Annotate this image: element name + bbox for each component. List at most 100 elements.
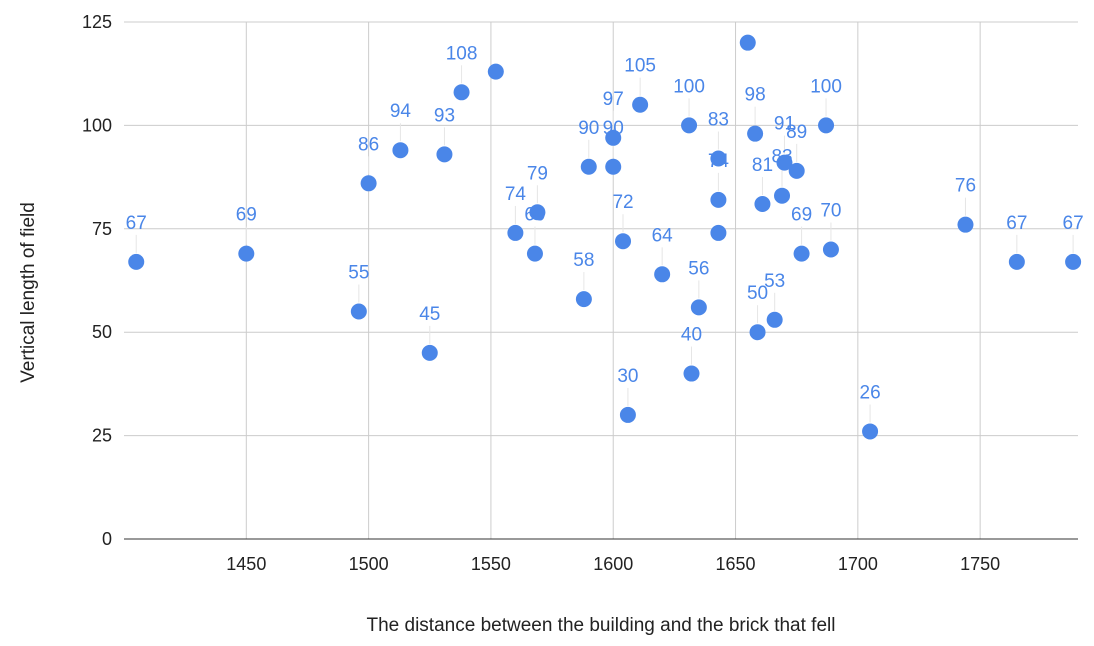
y-tick-label: 75 [92, 219, 112, 239]
data-label: 45 [419, 304, 440, 325]
data-label: 108 [446, 43, 478, 64]
data-label: 70 [820, 200, 841, 221]
x-tick-label: 1500 [349, 554, 389, 574]
data-point [1008, 253, 1025, 270]
data-point [619, 406, 636, 423]
data-label: 67 [1063, 213, 1084, 234]
data-label: 74 [505, 184, 527, 205]
data-point [788, 162, 805, 179]
data-point [683, 365, 700, 382]
data-label: 100 [810, 76, 842, 97]
data-label: 94 [390, 101, 412, 122]
data-point [529, 204, 546, 221]
data-label: 83 [708, 109, 729, 130]
y-tick-label: 50 [92, 322, 112, 342]
x-axis-title: The distance between the building and th… [367, 615, 836, 636]
data-label: 83 [771, 147, 792, 168]
data-label: 56 [688, 258, 709, 279]
data-point [238, 245, 255, 262]
data-point [507, 224, 524, 241]
data-point [575, 291, 592, 308]
x-tick-label: 1450 [226, 554, 266, 574]
data-point [632, 96, 649, 113]
x-tick-label: 1550 [471, 554, 511, 574]
x-tick-label: 1650 [716, 554, 756, 574]
data-point [747, 125, 764, 142]
data-point [654, 266, 671, 283]
y-tick-label: 25 [92, 426, 112, 446]
data-point [710, 150, 727, 167]
data-point [526, 245, 543, 262]
data-point [754, 195, 771, 212]
data-label: 67 [1006, 213, 1027, 234]
data-label: 53 [764, 271, 785, 292]
data-label: 30 [617, 366, 638, 387]
data-label: 89 [786, 122, 807, 143]
data-point [580, 158, 597, 175]
data-label: 90 [603, 118, 624, 139]
data-label: 98 [745, 85, 766, 106]
data-points [128, 34, 1082, 440]
label-leaders [135, 65, 1074, 423]
data-point [818, 117, 835, 134]
data-label: 86 [358, 134, 379, 155]
x-tick-label: 1600 [593, 554, 633, 574]
data-label: 72 [612, 192, 633, 213]
grid-lines [124, 21, 1078, 539]
data-point [766, 311, 783, 328]
data-label: 40 [681, 325, 702, 346]
data-label: 64 [652, 225, 674, 246]
data-point [690, 299, 707, 316]
data-point [360, 175, 377, 192]
data-point [128, 253, 145, 270]
data-point [862, 423, 879, 440]
data-point [774, 187, 791, 204]
data-label: 74 [708, 151, 730, 172]
data-label: 69 [524, 205, 545, 226]
data-label: 58 [573, 250, 594, 271]
data-point [793, 245, 810, 262]
data-label: 69 [236, 205, 257, 226]
data-point [421, 344, 438, 361]
data-point [453, 84, 470, 101]
y-axis-title: Vertical length of field [18, 202, 39, 383]
data-point [776, 154, 793, 171]
data-label: 26 [860, 382, 881, 403]
data-point [605, 158, 622, 175]
data-label: 69 [791, 205, 812, 226]
data-label: 79 [527, 163, 548, 184]
data-label: 76 [955, 176, 976, 197]
data-point [822, 241, 839, 258]
data-label: 67 [126, 213, 147, 234]
data-label: 105 [624, 56, 656, 77]
data-point [436, 146, 453, 163]
data-point [749, 324, 766, 341]
x-tick-label: 1750 [960, 554, 1000, 574]
data-label: 90 [578, 118, 599, 139]
data-point [681, 117, 698, 134]
y-tick-label: 100 [82, 115, 112, 135]
x-tick-label: 1700 [838, 554, 878, 574]
data-label: 97 [603, 89, 624, 110]
data-label: 55 [348, 263, 369, 284]
data-point [350, 303, 367, 320]
data-label: 91 [774, 114, 795, 135]
data-point [1065, 253, 1082, 270]
data-point [710, 224, 727, 241]
data-point [487, 63, 504, 80]
data-label: 93 [434, 105, 455, 126]
y-tick-label: 0 [102, 529, 112, 549]
data-point [392, 142, 409, 159]
data-point [710, 191, 727, 208]
data-label: 50 [747, 283, 768, 304]
y-tick-label: 125 [82, 12, 112, 32]
data-label: 100 [673, 76, 705, 97]
data-point [615, 233, 632, 250]
data-point [605, 129, 622, 146]
data-label: 81 [752, 155, 773, 176]
axes: 0 25 50 75 100 125 1450 1500 1550 1600 1650 1700 175… [82, 12, 1078, 574]
data-point [957, 216, 974, 233]
data-point [739, 34, 756, 51]
